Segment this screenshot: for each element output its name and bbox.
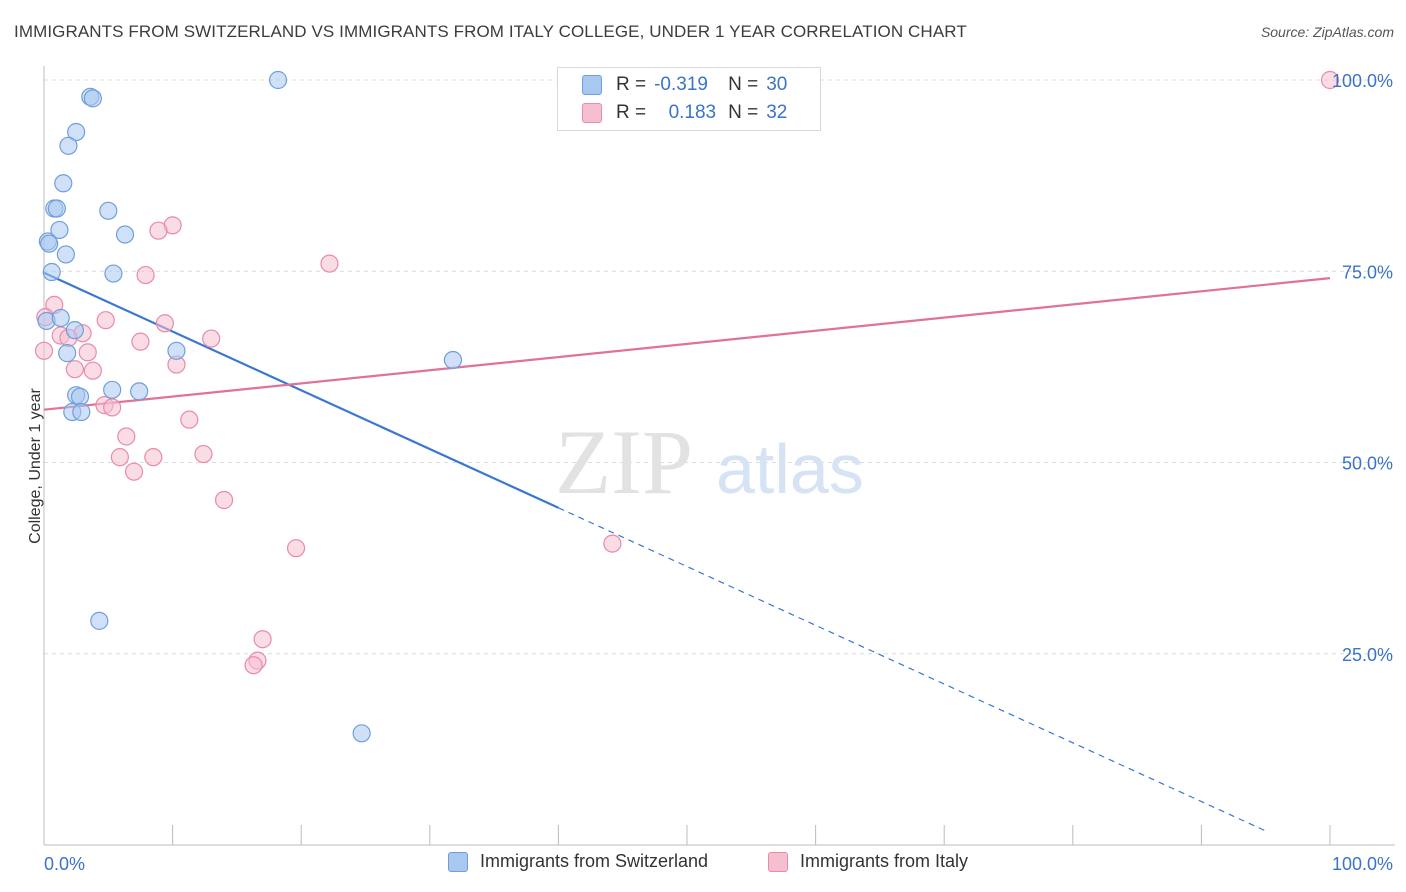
trend-lines bbox=[43, 271, 1331, 832]
r-label: R = bbox=[616, 74, 647, 95]
point-switzerland bbox=[130, 382, 149, 401]
watermark-atlas: atlas bbox=[716, 430, 864, 508]
point-italy bbox=[253, 630, 272, 649]
n-value: 32 bbox=[766, 102, 788, 123]
point-italy bbox=[320, 254, 339, 273]
y-tick-label: 50.0% bbox=[1342, 454, 1393, 474]
tick-labels: 100.0% 75.0% 50.0% 25.0% 0.0% 100.0% bbox=[44, 71, 1393, 874]
r-value: -0.319 bbox=[654, 74, 708, 95]
point-italy bbox=[34, 341, 54, 360]
n-label: N = bbox=[728, 102, 759, 123]
point-italy bbox=[214, 490, 234, 510]
point-switzerland bbox=[167, 341, 186, 360]
data-points bbox=[34, 70, 1340, 743]
y-tick-label: 25.0% bbox=[1342, 645, 1393, 665]
point-italy bbox=[149, 221, 168, 240]
point-italy bbox=[286, 539, 306, 558]
point-switzerland bbox=[268, 70, 288, 90]
y-tick-label: 75.0% bbox=[1342, 262, 1393, 282]
point-italy bbox=[194, 444, 213, 464]
point-italy bbox=[180, 410, 199, 429]
point-italy bbox=[136, 265, 155, 285]
legend-item-italy[interactable]: Immigrants from Italy bbox=[768, 851, 968, 872]
point-switzerland bbox=[40, 234, 59, 253]
legend-label-italy: Immigrants from Italy bbox=[800, 851, 969, 871]
x-tick-label-max: 100.0% bbox=[1332, 854, 1393, 874]
watermark-zip: ZIP bbox=[555, 411, 693, 513]
n-value: 30 bbox=[766, 74, 788, 95]
point-italy bbox=[603, 534, 622, 553]
legend-swatch-italy bbox=[768, 851, 788, 872]
trend-line-switzerland-extension bbox=[558, 507, 1266, 832]
legend-item-switzerland[interactable]: Immigrants from Switzerland bbox=[448, 851, 708, 872]
point-italy bbox=[110, 448, 129, 467]
point-italy bbox=[83, 361, 102, 380]
point-switzerland bbox=[51, 308, 70, 328]
point-switzerland bbox=[72, 402, 91, 422]
point-italy bbox=[124, 462, 144, 481]
point-switzerland bbox=[104, 264, 123, 283]
watermark: ZIP atlas bbox=[555, 411, 864, 513]
point-switzerland bbox=[58, 344, 77, 363]
point-italy bbox=[131, 332, 150, 351]
swatch-italy bbox=[582, 103, 602, 123]
n-label: N = bbox=[728, 74, 759, 95]
point-switzerland bbox=[352, 724, 371, 743]
point-italy bbox=[144, 448, 163, 467]
point-italy bbox=[244, 656, 263, 675]
point-switzerland bbox=[65, 321, 84, 340]
x-tick-label-min: 0.0% bbox=[44, 854, 85, 874]
point-switzerland bbox=[90, 611, 109, 630]
stats-row-italy: R = 0.183 N = 32 bbox=[582, 100, 787, 126]
axes bbox=[43, 66, 1395, 846]
y-tick-label: 100.0% bbox=[1332, 71, 1393, 91]
point-italy bbox=[1320, 70, 1340, 90]
point-italy bbox=[202, 329, 221, 348]
point-italy bbox=[65, 360, 84, 379]
point-switzerland bbox=[50, 220, 69, 240]
point-switzerland bbox=[59, 136, 78, 155]
point-italy bbox=[103, 398, 122, 417]
trend-line-italy bbox=[43, 277, 1331, 411]
source-label: Source: ZipAtlas.com bbox=[1260, 24, 1394, 40]
point-switzerland bbox=[56, 245, 75, 264]
r-value: 0.183 bbox=[668, 102, 717, 123]
swatch-switzerland bbox=[582, 75, 602, 95]
point-switzerland bbox=[42, 262, 61, 282]
legend-label-switzerland: Immigrants from Switzerland bbox=[480, 851, 709, 871]
point-italy bbox=[117, 427, 136, 446]
point-switzerland bbox=[47, 199, 66, 218]
point-switzerland bbox=[54, 174, 73, 193]
series-legend: Immigrants from Switzerland Immigrants f… bbox=[0, 851, 1406, 879]
point-italy bbox=[78, 343, 97, 362]
r-label: R = bbox=[616, 102, 647, 123]
point-switzerland bbox=[103, 380, 122, 399]
legend-swatch-switzerland bbox=[448, 851, 468, 872]
point-italy bbox=[155, 314, 174, 333]
stats-row-switzerland: R = -0.319 N = 30 bbox=[582, 72, 787, 98]
point-italy bbox=[96, 311, 115, 330]
point-switzerland bbox=[67, 122, 86, 142]
point-switzerland bbox=[83, 89, 102, 108]
point-switzerland bbox=[443, 350, 463, 370]
point-switzerland bbox=[99, 201, 118, 220]
chart-title: IMMIGRANTS FROM SWITZERLAND VS IMMIGRANT… bbox=[14, 22, 967, 41]
trend-line-switzerland bbox=[43, 271, 559, 509]
point-switzerland bbox=[115, 225, 135, 244]
point-switzerland bbox=[70, 387, 90, 406]
stats-legend: R = -0.319 N = 30 R = 0.183 N = 32 bbox=[557, 67, 821, 131]
grid-lines bbox=[44, 79, 1395, 655]
